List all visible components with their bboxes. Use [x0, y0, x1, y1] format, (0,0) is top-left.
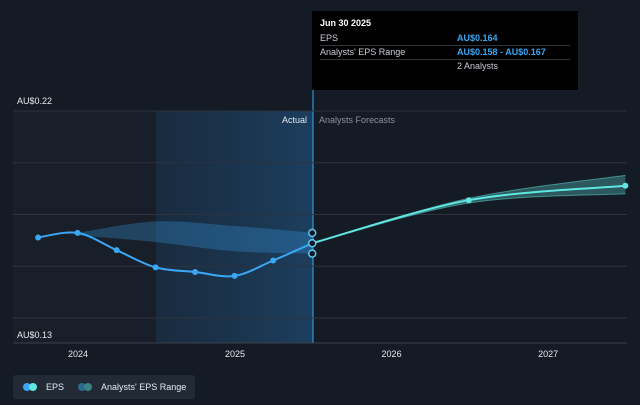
legend-range-label: Analysts' EPS Range [101, 382, 187, 392]
x-tick-label: 2024 [68, 349, 88, 359]
forecasts-label: Analysts Forecasts [319, 115, 396, 125]
range-legend-icon [78, 383, 94, 391]
tooltip-eps-label: EPS [320, 33, 339, 43]
tooltip-analysts-value: 2 Analysts [457, 61, 499, 71]
tooltip-range-value: AU$0.158 - AU$0.167 [457, 47, 546, 57]
eps-data-point [35, 234, 42, 241]
legend-range[interactable]: Analysts' EPS Range [68, 375, 196, 399]
legend-eps[interactable]: EPS [13, 375, 74, 399]
eps-legend-icon [23, 383, 39, 391]
forecast-data-point [622, 182, 629, 189]
tooltip-range-label: Analysts' EPS Range [320, 47, 406, 57]
x-tick-label: 2026 [382, 349, 402, 359]
range-low-marker [307, 249, 317, 258]
highlight-area [156, 111, 313, 343]
range-high-marker [307, 228, 317, 238]
tooltip-title: Jun 30 2025 [320, 18, 372, 28]
legend-eps-label: EPS [46, 382, 65, 392]
y-axis-bottom-label: AU$0.13 [17, 330, 52, 340]
eps-data-point [192, 269, 199, 275]
x-tick-label: 2027 [538, 349, 558, 359]
forecast-data-point [465, 197, 472, 204]
eps-hover-marker [307, 239, 317, 248]
eps-data-point [113, 247, 120, 254]
tooltip-analysts-label [320, 60, 457, 73]
eps-data-point [152, 264, 159, 271]
actual-label: Actual [282, 115, 307, 125]
eps-data-point [231, 272, 238, 279]
x-tick-label: 2025 [225, 349, 245, 359]
eps-data-point [270, 257, 277, 264]
tooltip: Jun 30 2025 EPS AU$0.164 Analysts' EPS R… [312, 11, 578, 90]
tooltip-row-range: Analysts' EPS Range AU$0.158 - AU$0.167 [320, 46, 570, 60]
eps-range-band-forecast [312, 175, 626, 244]
eps-line [37, 231, 313, 278]
tooltip-row-eps: EPS AU$0.164 [320, 32, 570, 46]
tooltip-row-analysts: 2 Analysts [320, 60, 570, 73]
eps-range-band [77, 221, 313, 254]
y-axis-top-label: AU$0.22 [17, 96, 52, 106]
eps-data-point [74, 229, 81, 236]
tooltip-eps-value: AU$0.164 [457, 33, 498, 43]
